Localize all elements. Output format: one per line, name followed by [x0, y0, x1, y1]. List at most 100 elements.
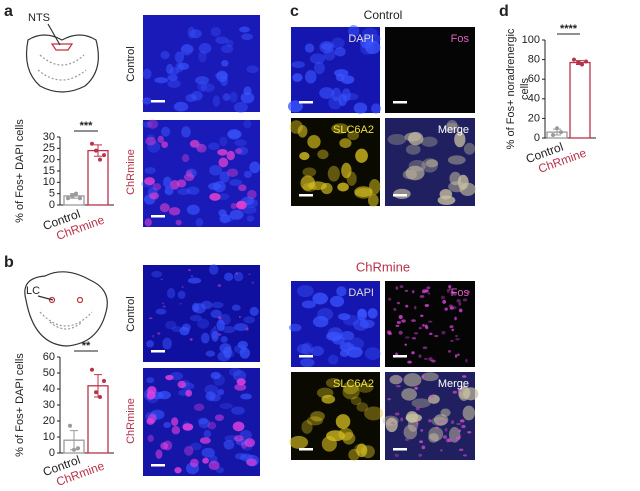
cell: [388, 297, 392, 301]
cell: [159, 203, 170, 213]
cell: [171, 326, 183, 333]
cell: [195, 76, 210, 85]
cell: [411, 290, 415, 294]
cell: [190, 458, 199, 468]
cell: [182, 154, 190, 163]
cell: [177, 380, 186, 389]
data-point: [576, 60, 580, 65]
micrograph: [143, 264, 260, 362]
cell: [443, 435, 447, 439]
cell: [179, 302, 182, 305]
cell: [331, 123, 349, 134]
cell: [346, 346, 363, 358]
cell: [331, 37, 345, 49]
cell: [457, 353, 460, 357]
micrograph: [141, 119, 261, 227]
cell: [160, 51, 170, 60]
cell: [242, 206, 257, 214]
channel-label: Merge: [438, 124, 469, 136]
cell: [181, 126, 191, 138]
cell: [185, 389, 193, 397]
cell: [200, 83, 215, 93]
scale-bar: [299, 101, 313, 104]
cell: [209, 264, 219, 275]
cell: [229, 209, 244, 220]
cell: [221, 60, 229, 67]
cell: [228, 367, 242, 377]
cell: [457, 429, 462, 433]
cell: [449, 325, 454, 329]
cell: [448, 181, 466, 193]
cell: [354, 186, 373, 197]
cell: [347, 337, 365, 351]
cell: [162, 305, 166, 308]
cell: [364, 406, 384, 421]
y-tick-label: 30: [43, 399, 55, 411]
cell: [218, 313, 231, 326]
cell: [236, 146, 249, 156]
cell: [416, 422, 419, 425]
cell: [302, 167, 317, 177]
cell: [233, 102, 248, 113]
significance: ****: [560, 23, 578, 35]
scale-bar: [299, 448, 313, 451]
cell: [300, 358, 315, 368]
panel-title: ChRmine: [356, 259, 410, 274]
cell: [395, 324, 400, 328]
cell: [147, 413, 157, 424]
cell: [182, 423, 194, 431]
cell: [312, 292, 328, 305]
cell: [236, 378, 246, 386]
y-tick-label: 25: [43, 142, 55, 154]
cell: [455, 338, 460, 341]
cell: [429, 395, 434, 398]
scale-bar: [151, 350, 165, 353]
cell: [461, 375, 467, 378]
cell: [208, 142, 220, 151]
cell: [209, 165, 223, 176]
cell: [421, 375, 425, 379]
cell: [217, 193, 230, 200]
cell: [407, 417, 419, 432]
cell: [161, 302, 165, 305]
cell: [306, 416, 323, 426]
cell: [462, 298, 468, 302]
cell: [219, 213, 231, 224]
cell: [219, 136, 228, 147]
cell: [442, 420, 447, 423]
channel-label: Fos: [451, 287, 470, 299]
cell: [454, 354, 458, 358]
data-point: [572, 57, 576, 62]
cell: [164, 186, 174, 196]
cell: [304, 70, 317, 84]
cell: [444, 307, 448, 311]
cell: [338, 313, 351, 321]
cell: [449, 306, 454, 310]
channel-label: Fos: [451, 33, 470, 45]
cell: [226, 150, 235, 161]
scale-bar: [299, 194, 313, 197]
cell: [444, 427, 448, 432]
cell: [219, 402, 233, 410]
cell: [234, 148, 243, 154]
cell: [208, 182, 222, 191]
cell: [339, 349, 350, 357]
cell: [312, 316, 329, 328]
y-tick-label: 0: [49, 199, 55, 211]
cell: [454, 316, 457, 321]
significance: **: [82, 340, 91, 352]
cell: [155, 449, 163, 459]
cell: [440, 449, 443, 452]
cell: [465, 358, 468, 363]
cell: [341, 162, 352, 179]
cell: [222, 93, 231, 101]
cell: [388, 331, 392, 336]
panel-letter: a: [4, 3, 13, 20]
cell: [447, 155, 466, 165]
cell: [171, 426, 181, 435]
cell: [451, 420, 455, 425]
data-point: [90, 367, 94, 372]
cell: [288, 323, 302, 332]
cell: [426, 286, 431, 290]
schematic: [24, 271, 108, 347]
